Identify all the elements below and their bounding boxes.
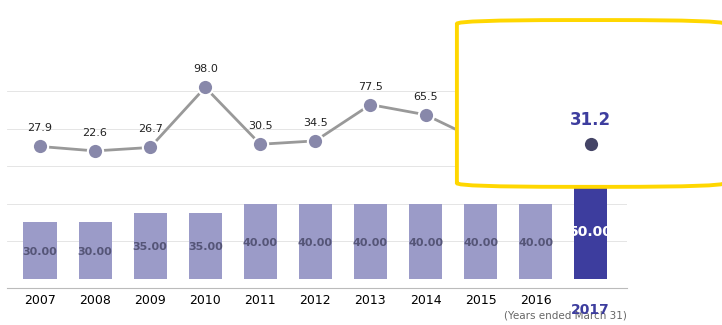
Bar <box>299 204 332 279</box>
Bar <box>574 185 607 279</box>
Text: 29.0: 29.0 <box>523 123 548 132</box>
Bar <box>519 204 552 279</box>
Text: 2017: 2017 <box>571 303 610 317</box>
Bar <box>24 222 56 279</box>
Text: 40.00: 40.00 <box>518 238 553 248</box>
Text: 65.5: 65.5 <box>413 92 438 102</box>
Bar <box>354 204 387 279</box>
Text: 34.5: 34.5 <box>303 118 328 128</box>
Bar <box>409 204 442 279</box>
Text: 35.00: 35.00 <box>133 242 168 252</box>
Text: 30.00: 30.00 <box>22 247 57 257</box>
Text: 31.2: 31.2 <box>570 111 612 129</box>
Text: 40.00: 40.00 <box>463 238 498 248</box>
Text: 40.00: 40.00 <box>408 238 443 248</box>
FancyBboxPatch shape <box>457 20 722 187</box>
Text: 26.7: 26.7 <box>138 124 162 134</box>
Bar <box>244 204 277 279</box>
Bar <box>79 222 112 279</box>
Bar <box>134 213 167 279</box>
Text: 30.5: 30.5 <box>248 121 273 131</box>
Bar <box>188 213 222 279</box>
Text: 98.0: 98.0 <box>193 64 217 74</box>
Text: 77.5: 77.5 <box>358 82 383 92</box>
Text: 40.00: 40.00 <box>298 238 333 248</box>
Text: 22.6: 22.6 <box>82 128 108 138</box>
Text: 40.00: 40.00 <box>353 238 388 248</box>
Text: 40.00: 40.00 <box>243 238 278 248</box>
Text: 50.00: 50.00 <box>569 225 613 239</box>
Text: 34.0: 34.0 <box>468 118 493 128</box>
Bar <box>464 204 497 279</box>
Text: 30.00: 30.00 <box>78 247 113 257</box>
Text: 27.9: 27.9 <box>27 123 53 133</box>
Text: (Years ended March 31): (Years ended March 31) <box>504 310 627 320</box>
Text: 35.00: 35.00 <box>188 242 222 252</box>
